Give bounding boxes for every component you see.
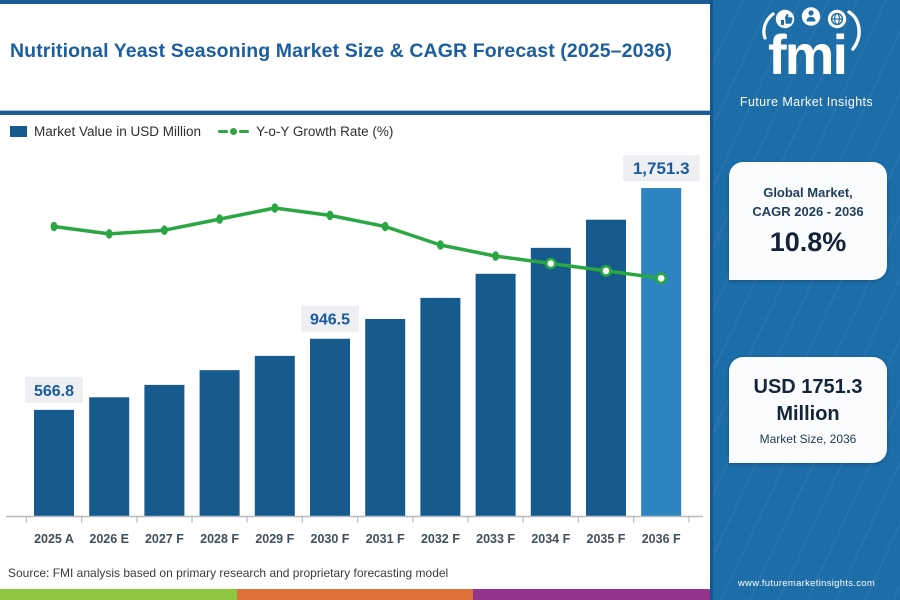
bar-2025-a — [34, 409, 74, 516]
data-label-2036: 1,751.3 — [633, 159, 690, 178]
x-axis-label-2031-f: 2031 F — [366, 532, 405, 546]
x-axis-label-2034-f: 2034 F — [531, 532, 570, 546]
x-axis-label-2033-f: 2033 F — [476, 532, 515, 546]
x-axis-label-2036-f: 2036 F — [642, 532, 681, 546]
bar-2032-f — [420, 297, 461, 516]
cagr-card-line2: CAGR 2026 - 2036 — [752, 204, 864, 219]
growth-marker-open-2036 — [655, 272, 668, 285]
bar-2034-f — [530, 247, 571, 516]
line-series-label: Y-o-Y Growth Rate (%) — [256, 124, 394, 139]
bar-2030-f — [310, 338, 350, 516]
line-dot-icon — [230, 128, 238, 135]
footer-strip-green — [0, 589, 237, 600]
bar-2036-f — [641, 188, 682, 516]
growth-marker-2032 — [437, 240, 444, 250]
cagr-value: 10.8% — [769, 226, 847, 257]
growth-marker-open-2034 — [544, 257, 557, 270]
fmi-logo-text: fmi — [768, 23, 846, 86]
thumbs-up-icon — [775, 9, 794, 29]
cagr-card: Global Market, CAGR 2026 - 2036 10.8% — [729, 162, 887, 280]
fmi-logo: fmi Future Market Insights — [713, 6, 900, 109]
market-size-value-line2: Million — [776, 403, 840, 425]
bar-2035-f — [586, 219, 626, 516]
data-label-box-2030 — [301, 305, 359, 332]
fmi-logo-subtitle: Future Market Insights — [739, 95, 874, 109]
cagr-card-line1: Global Market, — [763, 185, 853, 201]
website-url: www.futuremarketinsights.com — [737, 578, 876, 589]
growth-marker-2028 — [216, 214, 224, 224]
data-label-box-2025 — [25, 376, 83, 403]
growth-marker-2027 — [161, 225, 168, 235]
x-axis-label-2026-e: 2026 E — [89, 532, 129, 546]
footer-strip-purple — [473, 589, 710, 600]
line-dash-icon — [239, 129, 250, 134]
bar-2028-f — [199, 370, 240, 516]
growth-marker-2029 — [271, 203, 279, 213]
title-divider — [0, 110, 710, 115]
growth-marker-open-2035 — [600, 265, 612, 277]
market-size-card: USD 1751.3 Million Market Size, 2036 — [729, 357, 887, 463]
bar-2031-f — [365, 318, 406, 516]
top-border-rule — [0, 0, 710, 4]
footer-strip-orange — [237, 589, 473, 600]
growth-marker-2030 — [326, 210, 334, 221]
line-series-marker-icon — [218, 128, 250, 135]
growth-rate-line — [52, 206, 663, 281]
x-axis-label-2028-f: 2028 F — [200, 532, 239, 546]
growth-marker-2025 — [50, 221, 58, 232]
bar-2029-f — [254, 355, 295, 516]
combo-chart: 2025 A 2026 E 2027 F 2028 F 2029 F 2030 F 2031… — [6, 155, 703, 546]
market-size-caption: Market Size, 2036 — [759, 432, 857, 446]
growth-marker-2026 — [105, 229, 113, 239]
x-axis-label-2032-f: 2032 F — [421, 532, 460, 546]
growth-marker-2033 — [492, 251, 499, 261]
x-axis-label-2035-f: 2035 F — [587, 532, 626, 546]
bar-2027-f — [144, 384, 185, 516]
brand-sidebar: fmi Future Market Insights Global Market… — [710, 0, 900, 600]
bar-2026-e — [89, 397, 130, 516]
data-label-2030: 946.5 — [310, 312, 350, 329]
growth-marker-2031 — [381, 221, 389, 232]
x-axis-label-2025-a: 2025 A — [34, 532, 74, 546]
bar-series-label: Market Value in USD Million — [34, 124, 202, 139]
data-label-box-2036 — [623, 155, 700, 182]
bar-series-swatch — [10, 126, 27, 137]
globe-icon — [827, 9, 846, 29]
chart-legend: Market Value in USD Million Y-o-Y Growth… — [10, 124, 393, 139]
person-icon — [801, 7, 820, 26]
logo-swoosh-left — [761, 12, 775, 40]
logo-swoosh — [846, 10, 861, 51]
fmi-logo-graphic: fmi — [761, 7, 861, 86]
x-axis-label-2030-f: 2030 F — [311, 532, 350, 546]
market-size-value-line1: USD 1751.3 — [753, 376, 863, 398]
page-title: Nutritional Yeast Seasoning Market Size … — [10, 40, 672, 62]
bar-2033-f — [475, 273, 516, 516]
source-note: Source: FMI analysis based on primary re… — [8, 566, 449, 580]
line-dash-icon — [218, 129, 229, 134]
data-label-2025: 566.8 — [34, 383, 74, 400]
x-axis-label-2027-f: 2027 F — [145, 532, 184, 546]
x-axis-label-2029-f: 2029 F — [255, 532, 294, 546]
